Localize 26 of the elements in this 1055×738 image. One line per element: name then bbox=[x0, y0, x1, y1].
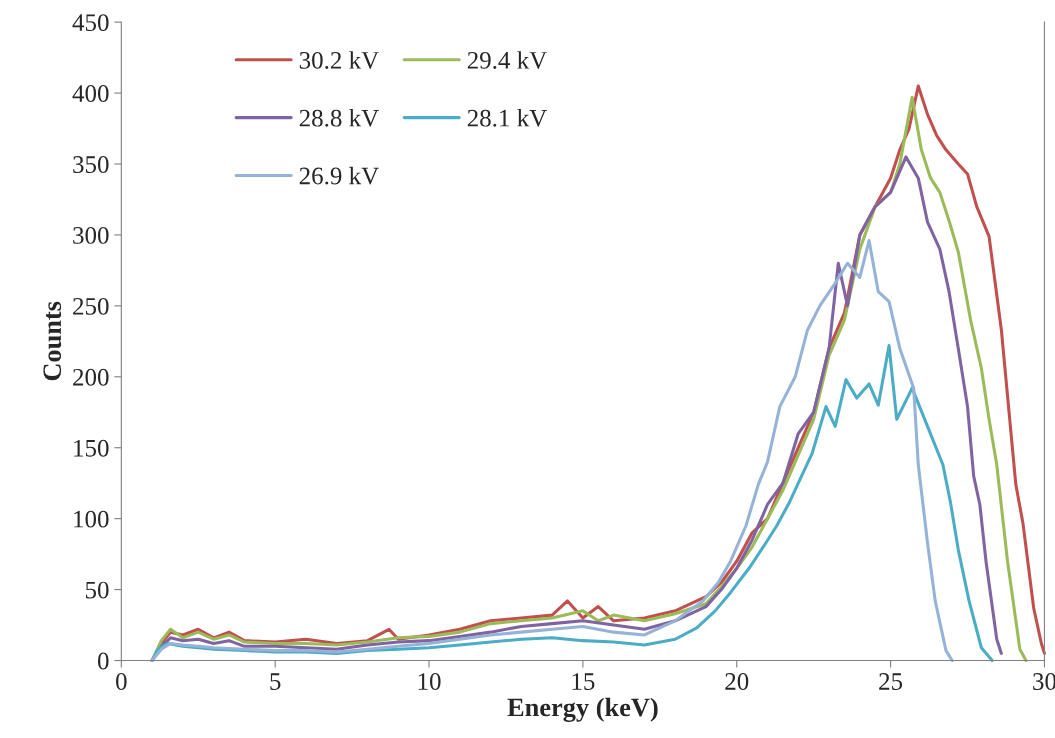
x-tick-label: 10 bbox=[418, 673, 441, 690]
legend-label: 30.2 kV bbox=[299, 51, 379, 69]
x-tick-label: 30 bbox=[1033, 673, 1055, 690]
legend-label: 28.8 kV bbox=[299, 109, 379, 127]
line-series bbox=[150, 239, 954, 663]
x-tick-label: 5 bbox=[270, 673, 281, 690]
legend-label: 28.1 kV bbox=[467, 109, 547, 127]
y-tick-label: 150 bbox=[74, 439, 109, 457]
x-axis-title: Energy (keV) bbox=[507, 697, 658, 722]
y-axis-title: Counts bbox=[43, 301, 62, 381]
y-tick-label: 450 bbox=[72, 14, 109, 32]
y-tick-label: 250 bbox=[73, 297, 109, 315]
x-tick-label: 15 bbox=[572, 673, 595, 690]
y-tick-label: 400 bbox=[72, 85, 109, 102]
x-tick-label: 25 bbox=[879, 673, 903, 690]
line-series bbox=[150, 344, 994, 663]
y-tick-label: 200 bbox=[73, 368, 109, 386]
legend-label: 29.4 kV bbox=[467, 51, 547, 69]
y-tick-label: 0 bbox=[97, 652, 109, 670]
y-tick-label: 100 bbox=[74, 510, 109, 528]
y-tick-label: 350 bbox=[73, 156, 109, 173]
y-tick-label: 50 bbox=[85, 581, 109, 599]
x-tick-label: 20 bbox=[725, 673, 749, 690]
y-tick-label: 300 bbox=[73, 226, 109, 244]
x-tick-label: 0 bbox=[116, 673, 127, 690]
legend-label: 26.9 kV bbox=[299, 166, 379, 185]
